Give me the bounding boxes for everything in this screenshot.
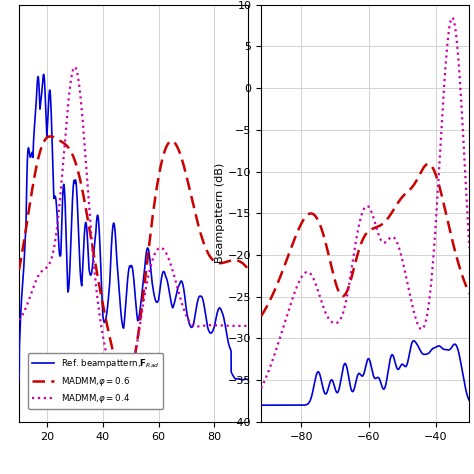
Y-axis label: Beampattern (dB): Beampattern (dB) <box>215 163 225 264</box>
Legend: Ref. beampattern,$\mathbf{F}_{Rad}$, MADMM,$\varphi = 0.6$, MADMM,$\varphi = 0.4: Ref. beampattern,$\mathbf{F}_{Rad}$, MAD… <box>28 353 164 409</box>
